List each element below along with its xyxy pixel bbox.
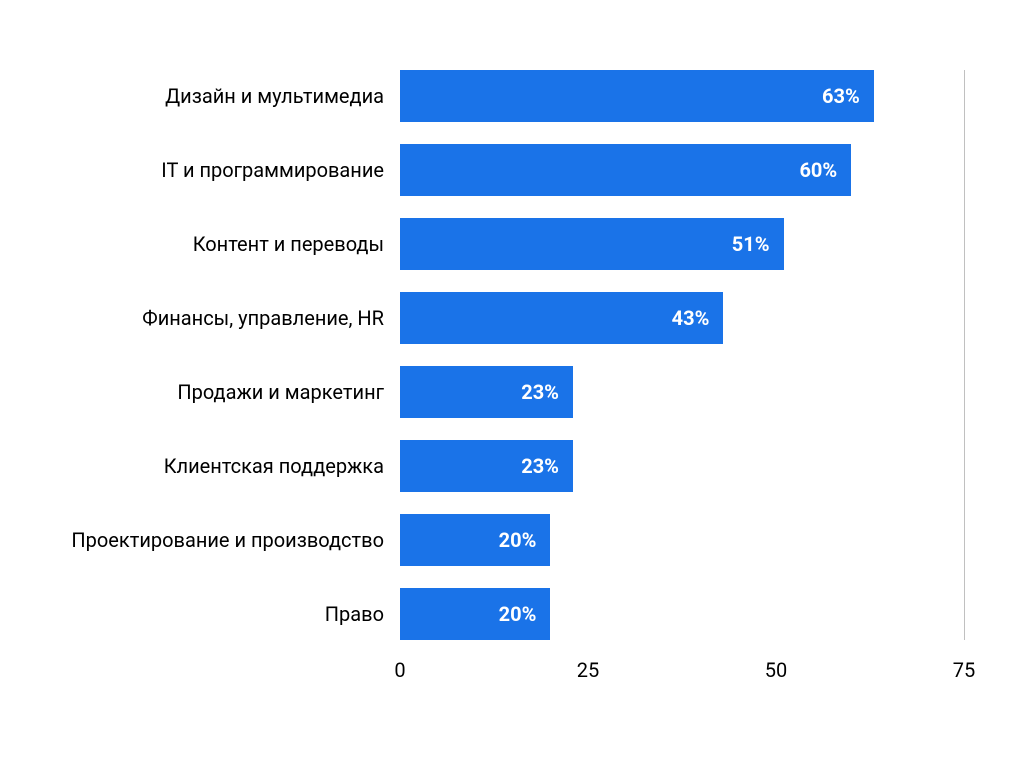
bar-label: Право [325, 588, 384, 640]
horizontal-bar-chart: Дизайн и мультимедиа 63% IT и программиров… [0, 0, 1024, 768]
x-axis: 0255075 [400, 658, 964, 688]
bar-value: 20% [400, 588, 536, 640]
plot-area: Дизайн и мультимедиа63%IT и программиров… [400, 70, 964, 640]
bar-label: Финансы, управление, HR [142, 292, 384, 344]
bar-value: 43% [400, 292, 709, 344]
bar-label: IT и программирование [161, 144, 384, 196]
x-tick: 50 [765, 658, 787, 682]
bar-value: 23% [400, 440, 559, 492]
bar-label: Клиентская поддержка [164, 440, 384, 492]
bar-value: 60% [400, 144, 837, 196]
bar-label: Продажи и маркетинг [177, 366, 384, 418]
bar-value: 51% [400, 218, 770, 270]
bar-value: 23% [400, 366, 559, 418]
bar-label: Дизайн и мультимедиа [165, 70, 384, 122]
x-tick: 0 [394, 658, 405, 682]
bar-label: Проектирование и производство [71, 514, 384, 566]
gridline-max [964, 70, 965, 640]
x-tick: 25 [577, 658, 599, 682]
bar-value: 63% [400, 70, 860, 122]
bar-label: Контент и переводы [193, 218, 384, 270]
x-tick: 75 [953, 658, 975, 682]
bar-value: 20% [400, 514, 536, 566]
